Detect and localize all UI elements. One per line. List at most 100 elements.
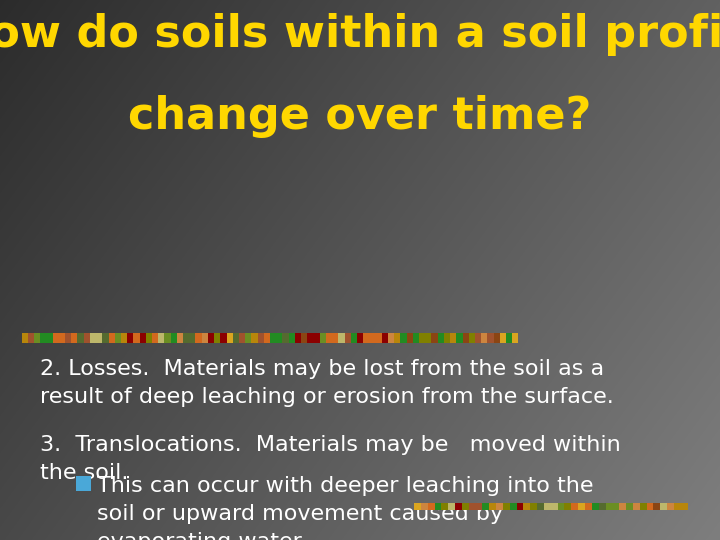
Bar: [612, 503, 619, 510]
Bar: [523, 503, 530, 510]
Bar: [295, 333, 301, 343]
Bar: [667, 503, 674, 510]
Bar: [674, 503, 680, 510]
Text: change over time?: change over time?: [128, 94, 592, 138]
Text: How do soils within a soil profile: How do soils within a soil profile: [0, 14, 720, 57]
Bar: [90, 333, 96, 343]
Bar: [363, 333, 369, 343]
Bar: [177, 333, 183, 343]
Bar: [564, 503, 571, 510]
Bar: [551, 503, 557, 510]
Bar: [121, 333, 127, 343]
Bar: [301, 333, 307, 343]
Bar: [414, 503, 420, 510]
Bar: [245, 333, 251, 343]
Bar: [660, 503, 667, 510]
Bar: [557, 503, 564, 510]
Bar: [512, 333, 518, 343]
Bar: [510, 503, 516, 510]
Bar: [282, 333, 289, 343]
Bar: [145, 333, 152, 343]
Bar: [351, 333, 357, 343]
Bar: [438, 333, 444, 343]
Bar: [76, 476, 91, 491]
Bar: [40, 333, 46, 343]
Bar: [419, 333, 426, 343]
Bar: [22, 333, 28, 343]
Bar: [490, 503, 496, 510]
Bar: [133, 333, 140, 343]
Bar: [395, 333, 400, 343]
Bar: [46, 333, 53, 343]
Bar: [313, 333, 320, 343]
Bar: [462, 333, 469, 343]
Bar: [220, 333, 227, 343]
Bar: [84, 333, 90, 343]
Bar: [431, 333, 438, 343]
Bar: [469, 503, 475, 510]
Bar: [494, 333, 500, 343]
Bar: [585, 503, 592, 510]
Text: 2. Losses.  Materials may be lost from the soil as a
result of deep leaching or : 2. Losses. Materials may be lost from th…: [40, 359, 613, 407]
Bar: [455, 503, 462, 510]
Bar: [400, 333, 407, 343]
Bar: [320, 333, 326, 343]
Bar: [109, 333, 114, 343]
Bar: [606, 503, 612, 510]
Bar: [65, 333, 71, 343]
Bar: [626, 503, 633, 510]
Bar: [71, 333, 78, 343]
Bar: [544, 503, 551, 510]
Bar: [426, 333, 431, 343]
Bar: [500, 333, 506, 343]
Bar: [171, 333, 177, 343]
Bar: [382, 333, 388, 343]
Bar: [681, 503, 688, 510]
Bar: [357, 333, 363, 343]
Bar: [264, 333, 270, 343]
Bar: [448, 503, 455, 510]
Bar: [537, 503, 544, 510]
Bar: [258, 333, 264, 343]
Bar: [369, 333, 376, 343]
Bar: [214, 333, 220, 343]
Bar: [251, 333, 258, 343]
Bar: [376, 333, 382, 343]
Bar: [388, 333, 395, 343]
Bar: [475, 333, 481, 343]
Bar: [96, 333, 102, 343]
Bar: [572, 503, 578, 510]
Bar: [239, 333, 245, 343]
Bar: [592, 503, 598, 510]
Bar: [140, 333, 145, 343]
Bar: [413, 333, 419, 343]
Bar: [183, 333, 189, 343]
Bar: [158, 333, 164, 343]
Bar: [202, 333, 208, 343]
Bar: [516, 503, 523, 510]
Bar: [307, 333, 313, 343]
Text: This can occur with deeper leaching into the
soil or upward movement caused by
e: This can occur with deeper leaching into…: [97, 476, 594, 540]
Bar: [276, 333, 282, 343]
Bar: [456, 333, 462, 343]
Bar: [127, 333, 133, 343]
Bar: [506, 333, 512, 343]
Bar: [59, 333, 65, 343]
Bar: [227, 333, 233, 343]
Bar: [647, 503, 653, 510]
Bar: [428, 503, 435, 510]
Bar: [482, 503, 490, 510]
Bar: [270, 333, 276, 343]
Bar: [344, 333, 351, 343]
Bar: [444, 333, 450, 343]
Bar: [34, 333, 40, 343]
Bar: [326, 333, 332, 343]
Bar: [619, 503, 626, 510]
Bar: [28, 333, 34, 343]
Bar: [654, 503, 660, 510]
Bar: [475, 503, 482, 510]
Text: 3.  Translocations.  Materials may be   moved within
the soil.: 3. Translocations. Materials may be move…: [40, 435, 621, 483]
Bar: [481, 333, 487, 343]
Bar: [407, 333, 413, 343]
Bar: [487, 333, 494, 343]
